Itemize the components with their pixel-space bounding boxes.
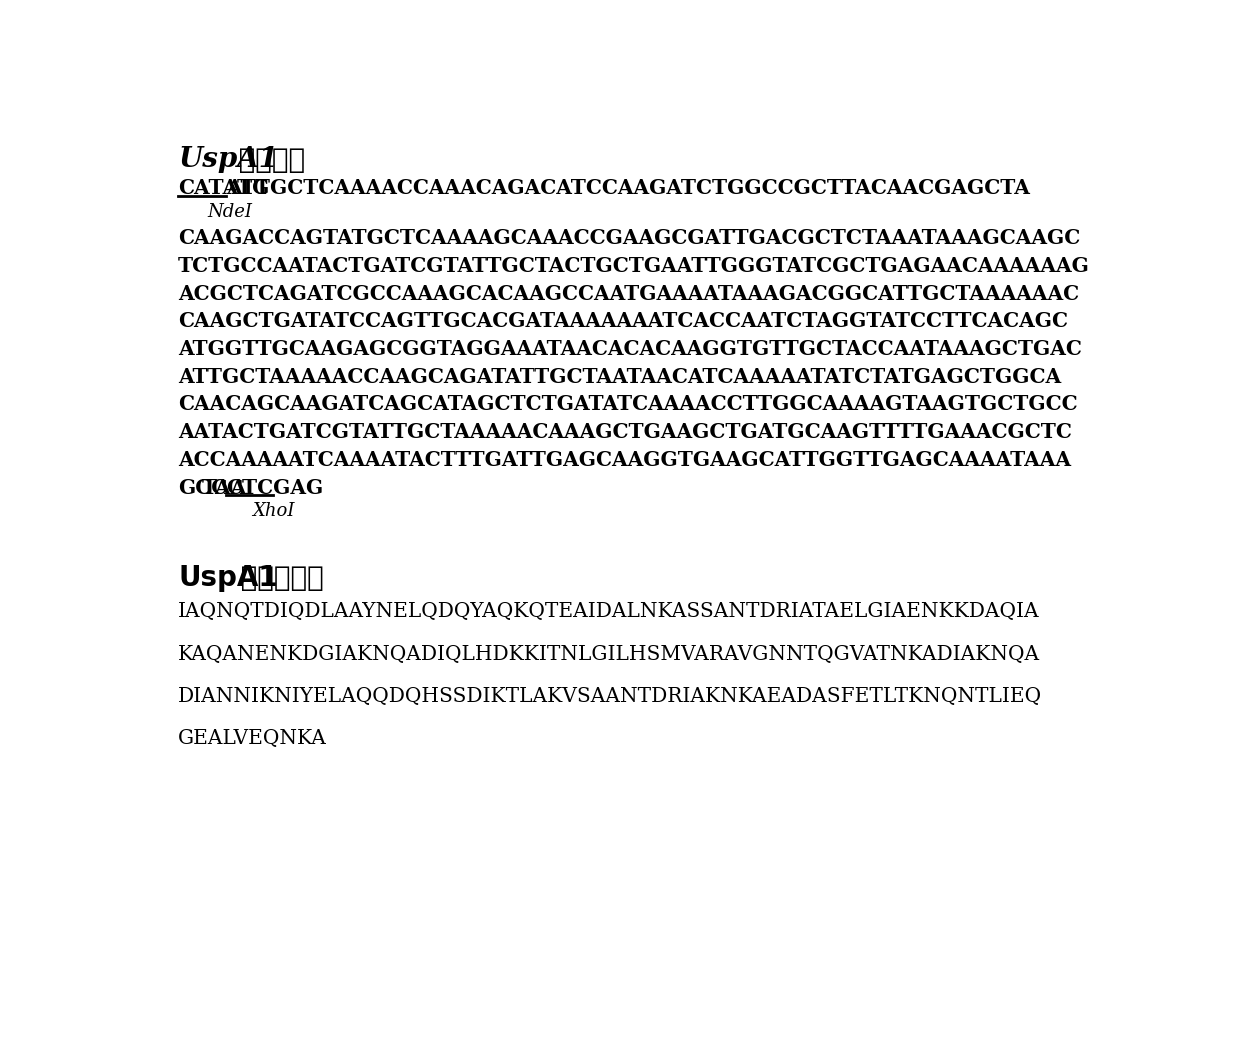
- Text: KAQANENKDGIAKNQADIQLHDKKITNLGILHSMVARAVGNNTQGVATNKADIAKNQA: KAQANENKDGIAKNQADIQLHDKKITNLGILHSMVARAVG…: [179, 645, 1040, 664]
- Text: AATACTGATCGTATTGCTAAAAACAAAGCTGAAGCTGATGCAAGTTTTGAAACGCTC: AATACTGATCGTATTGCTAAAAACAAAGCTGAAGCTGATG…: [179, 423, 1073, 443]
- Text: 蛋白质序列: 蛋白质序列: [231, 564, 324, 592]
- Text: TCTGCCAATACTGATCGTATTGCTACTGCTGAATTGGGTATCGCTGAGAACAAAAAAG: TCTGCCAATACTGATCGTATTGCTACTGCTGAATTGGGTA…: [179, 256, 1090, 276]
- Text: ACCAAAAATCAAAATACTTTGATTGAGCAAGGTGAAGCATTGGTTGAGCAAAATAAA: ACCAAAAATCAAAATACTTTGATTGAGCAAGGTGAAGCAT…: [179, 450, 1071, 470]
- Text: UspA1: UspA1: [179, 564, 278, 592]
- Text: NdeI: NdeI: [207, 202, 253, 220]
- Text: CAACAGCAAGATCAGCATAGCTCTGATATCAAAACCTTGGCAAAAGTAAGTGCTGCC: CAACAGCAAGATCAGCATAGCTCTGATATCAAAACCTTGG…: [179, 394, 1078, 414]
- Text: TAA: TAA: [202, 477, 247, 497]
- Text: ATTGCTCAAAACCAAACAGACATCCAAGATCTGGCCGCTTACAACGAGCTA: ATTGCTCAAAACCAAACAGACATCCAAGATCTGGCCGCTT…: [226, 178, 1029, 198]
- Text: CATATG: CATATG: [179, 178, 269, 198]
- Text: DIANNIKNIYELAQQDQHSSDIKTLAKVSAANTDRIAKNKAEADASFETLTKNQNTLIEQ: DIANNIKNIYELAQQDQHSSDIKTLAKVSAANTDRIAKNK…: [179, 687, 1043, 706]
- Text: CTCGAG: CTCGAG: [226, 477, 322, 497]
- Text: 基因序列: 基因序列: [228, 145, 305, 174]
- Text: UspA1: UspA1: [179, 145, 278, 173]
- Text: GCC: GCC: [179, 477, 227, 497]
- Text: GEALVEQNKA: GEALVEQNKA: [179, 729, 327, 748]
- Text: ATTGCTAAAAACCAAGCAGATATTGCTAATAACATCAAAAATATCTATGAGCTGGCA: ATTGCTAAAAACCAAGCAGATATTGCTAATAACATCAAAA…: [179, 367, 1061, 387]
- Text: ATGGTTGCAAGAGCGGTAGGAAATAACACACAAGGTGTTGCTACCAATAAAGCTGAC: ATGGTTGCAAGAGCGGTAGGAAATAACACACAAGGTGTTG…: [179, 339, 1083, 359]
- Text: IAQNQTDIQDLAAYNELQDQYAQKQTEAIDALNKASSANTDRIATAELGIAENKKDAQIA: IAQNQTDIQDLAAYNELQDQYAQKQTEAIDALNKASSANT…: [179, 602, 1040, 622]
- Text: XhoI: XhoI: [252, 503, 294, 521]
- Text: CAAGCTGATATCCAGTTGCACGATAAAAAAATCACCAATCTAGGTATCCTTCACAGC: CAAGCTGATATCCAGTTGCACGATAAAAAAATCACCAATC…: [179, 311, 1068, 331]
- Text: CAAGACCAGTATGCTCAAAAGCAAACCGAAGCGATTGACGCTCTAAATAAAGCAAGC: CAAGACCAGTATGCTCAAAAGCAAACCGAAGCGATTGACG…: [179, 228, 1080, 248]
- Text: ACGCTCAGATCGCCAAAGCACAAGCCAATGAAAATAAAGACGGCATTGCTAAAAAAC: ACGCTCAGATCGCCAAAGCACAAGCCAATGAAAATAAAGA…: [179, 284, 1079, 304]
